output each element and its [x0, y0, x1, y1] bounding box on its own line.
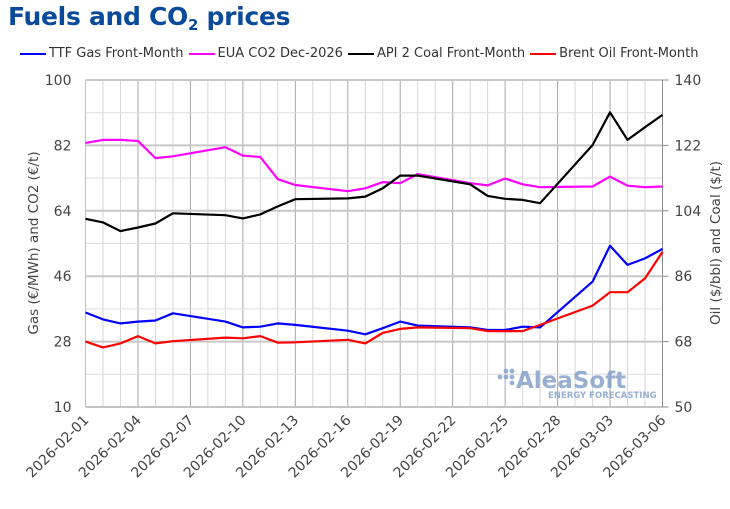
legend-swatch — [20, 52, 46, 55]
chart-title: Fuels and CO2 prices — [8, 2, 291, 34]
legend: TTF Gas Front-Month EUA CO2 Dec-2026 API 2… — [20, 46, 730, 61]
plot-frame — [85, 80, 663, 408]
left-tick-label: 100 — [45, 73, 72, 89]
legend-swatch — [530, 52, 557, 55]
watermark-dot-icon — [503, 374, 509, 380]
left-axis-ticks: 10 28 46 64 82 100 — [45, 73, 72, 416]
legend-item: API 2 Coal Front-Month — [347, 46, 526, 61]
right-tick-label: 86 — [675, 269, 693, 285]
right-tick-label: 50 — [675, 400, 693, 416]
legend-item: TTF Gas Front-Month — [20, 46, 184, 61]
legend-label: TTF Gas Front-Month — [49, 46, 184, 61]
series-line-brent-oil-front-month — [85, 251, 664, 349]
left-axis-title: Gas (€/MWh) and CO2 (€/t) — [26, 151, 42, 334]
watermark-dot-icon — [509, 374, 515, 380]
watermark-dot-icon — [497, 374, 503, 380]
right-axis-ticks: 50 68 86 104 122 140 — [662, 73, 702, 416]
left-tick-label: 64 — [54, 204, 72, 220]
left-tick-label: 10 — [54, 400, 72, 416]
grid — [85, 79, 663, 408]
right-tick-label: 122 — [675, 138, 702, 154]
series-line-ttf-gas-front-month — [85, 244, 664, 336]
legend-label: Brent Oil Front-Month — [559, 46, 699, 61]
right-axis-title: Oil ($/bbl) and Coal ($/t) — [708, 161, 724, 325]
series-line-api-2-coal-front-month — [85, 111, 664, 233]
watermark-dot-icon — [503, 368, 509, 374]
legend-label: EUA CO2 Dec-2026 — [217, 46, 343, 61]
left-tick-label: 46 — [54, 269, 72, 285]
legend-label: API 2 Coal Front-Month — [376, 46, 526, 61]
left-tick-label: 82 — [54, 138, 72, 154]
right-tick-label: 68 — [675, 335, 693, 351]
x-axis-ticks: 2026-02-012026-02-042026-02-072026-02-10… — [23, 412, 669, 481]
watermark-tagline: ENERGY FORECASTING — [548, 391, 657, 401]
watermark-dot-icon — [509, 368, 515, 374]
watermark: AleaSoft ENERGY FORECASTING — [497, 368, 657, 401]
legend-item: Brent Oil Front-Month — [530, 46, 698, 61]
legend-swatch — [347, 52, 374, 55]
series-lines — [85, 111, 664, 349]
legend-swatch — [188, 52, 215, 55]
right-tick-label: 104 — [675, 204, 702, 220]
series-line-eua-co2-dec-2026 — [85, 138, 663, 193]
left-tick-label: 28 — [54, 335, 72, 351]
legend-item: EUA CO2 Dec-2026 — [188, 46, 343, 61]
right-tick-label: 140 — [675, 73, 702, 89]
watermark-brand: AleaSoft — [516, 368, 626, 394]
watermark-dot-icon — [509, 380, 515, 386]
